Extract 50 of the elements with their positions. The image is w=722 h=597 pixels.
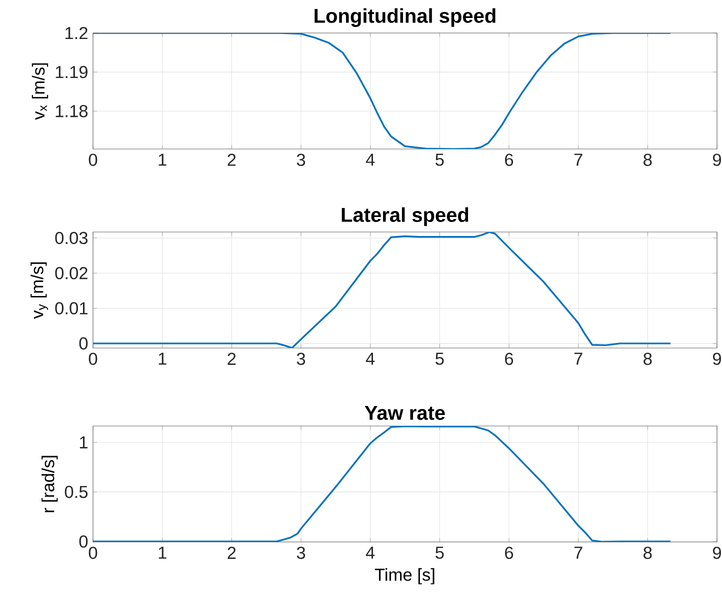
chart-title: Longitudinal speed — [314, 8, 496, 27]
x-tick-label: 3 — [296, 546, 306, 559]
x-tick-label: 5 — [436, 546, 444, 559]
x-tick-label: 4 — [366, 546, 375, 559]
line-series — [93, 232, 672, 348]
x-tick-label: 1 — [158, 546, 166, 559]
x-tick-label: 9 — [712, 546, 721, 559]
x-tick-label: 6 — [505, 154, 514, 166]
x-tick-label: 4 — [366, 154, 375, 166]
x-tick-label: 2 — [228, 546, 236, 559]
x-tick-label: 7 — [574, 154, 582, 166]
x-tick-label: 9 — [712, 154, 721, 166]
y-axis-title: v$_{y}$ [m/s] — [30, 262, 48, 319]
y-tick-label: 0.02 — [55, 266, 88, 280]
y-tick-label: 0.03 — [55, 232, 88, 244]
y-axis-title: r [rad/s] — [42, 456, 58, 512]
x-tick-label: 3 — [296, 352, 306, 365]
chart-title: Lateral speed — [342, 207, 468, 226]
x-tick-label: 8 — [644, 352, 652, 365]
x-tick-label: 1 — [158, 352, 166, 365]
x-tick-label: 0 — [88, 154, 98, 166]
y-tick-label: 0.01 — [55, 302, 88, 314]
y-tick-label: 0.5 — [64, 486, 88, 498]
x-tick-label: 8 — [644, 546, 652, 559]
x-tick-label: 8 — [644, 154, 652, 166]
x-tick-label: 9 — [712, 352, 721, 365]
x-tick-label: 6 — [505, 352, 514, 365]
x-tick-label: 5 — [436, 352, 444, 365]
x-axis-title: Time [s] — [374, 568, 434, 584]
x-tick-label: 2 — [228, 154, 236, 166]
x-tick-label: 7 — [574, 546, 582, 559]
y-tick-label: 1 — [80, 436, 88, 448]
x-tick-label: 5 — [436, 154, 444, 166]
x-tick-label: 4 — [366, 352, 375, 365]
x-tick-label: 6 — [505, 546, 514, 559]
x-tick-label: 1 — [158, 154, 166, 166]
line-series — [93, 33, 672, 149]
line-series — [93, 426, 672, 542]
x-tick-label: 0 — [88, 352, 98, 365]
y-axis-title: v$_{x}$ [m/s] — [32, 63, 48, 120]
x-tick-label: 3 — [296, 154, 306, 166]
x-tick-label: 7 — [574, 352, 582, 365]
y-tick-label: 1.18 — [56, 104, 88, 118]
y-tick-label: 0 — [79, 535, 88, 548]
x-tick-label: 0 — [88, 546, 98, 559]
y-tick-label: 0 — [79, 337, 88, 350]
y-tick-label: 1.2 — [66, 26, 88, 40]
y-tick-label: 1.19 — [56, 66, 88, 78]
chart-title: Yaw rate — [364, 406, 445, 420]
x-tick-label: 2 — [228, 352, 236, 365]
